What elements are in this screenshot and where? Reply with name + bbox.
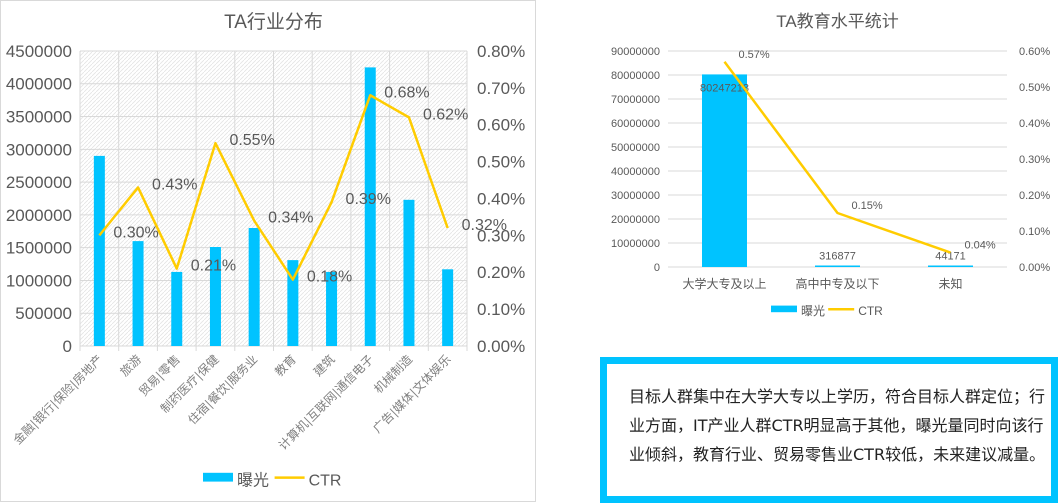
y2-axis-tick-label: 0.50% — [477, 153, 525, 172]
y-axis-tick-label: 70000000 — [611, 94, 660, 106]
ctr-data-label: 0.32% — [462, 217, 507, 234]
y2-axis-tick-label: 0.20% — [1019, 190, 1050, 202]
ctr-data-label: 0.15% — [852, 200, 883, 212]
x-axis-category-label: 未知 — [938, 277, 962, 291]
bar-data-label: 80247218 — [700, 82, 749, 94]
legend-exposure-label: 曝光 — [801, 304, 825, 318]
ctr-line — [98, 94, 449, 281]
education-level-chart: TA教育水平统计 0 10000000 20000000 30000000 4000000… — [611, 12, 1050, 318]
legend-ctr-label: CTR — [309, 473, 342, 490]
bar-exposure — [171, 271, 183, 346]
ctr-data-label: 0.68% — [384, 84, 429, 101]
y-axis-tick-label: 2000000 — [6, 206, 72, 225]
y-axis-tick-label: 500000 — [15, 304, 72, 323]
y-axis-tick-label: 60000000 — [611, 118, 660, 130]
bar-exposure — [248, 228, 260, 346]
conclusion-textbox[interactable]: 目标人群集中在大学大专以上学历，符合目标人群定位；行业方面，IT产业人群CTR明… — [600, 357, 1058, 503]
y2-axis-tick-label: 0.80% — [477, 42, 525, 61]
chart-title: TA行业分布 — [224, 11, 323, 33]
ctr-data-label: 0.62% — [423, 106, 468, 123]
bar-exposure — [702, 74, 747, 267]
y-axis-tick-label: 3500000 — [6, 108, 72, 127]
y2-axis-tick-label: 0.40% — [477, 189, 525, 208]
x-axis-category-label: 金融|银行|保险|房地产 — [10, 352, 106, 448]
bar-data-label: 316877 — [819, 251, 856, 263]
bar-exposure — [442, 269, 454, 346]
ctr-data-label: 0.39% — [346, 191, 391, 208]
bar-exposure — [93, 155, 105, 346]
y2-axis-tick-label: 0.60% — [477, 116, 525, 135]
ctr-data-label: 0.04% — [965, 240, 996, 252]
bar-data-label: 44171 — [935, 251, 966, 263]
y-axis-tick-label: 90000000 — [611, 46, 660, 58]
bar-exposure — [132, 241, 144, 346]
industry-chart-panel — [0, 0, 536, 502]
y2-axis-tick-label: 0.60% — [1019, 46, 1050, 58]
y-axis-tick-label: 3000000 — [6, 140, 72, 159]
x-axis-category-label: 大学大专及以上 — [682, 276, 766, 291]
ctr-data-label: 0.21% — [191, 258, 236, 275]
y2-axis-tick-label: 0.70% — [477, 79, 525, 98]
x-axis-category-label: 建筑 — [310, 352, 338, 380]
y2-axis-tick-label: 0.20% — [477, 263, 525, 282]
bar-exposure — [209, 247, 221, 346]
y2-axis-tick-label: 0.10% — [1019, 226, 1050, 238]
y-axis-tick-label: 10000000 — [611, 238, 660, 250]
legend-exposure-label: 曝光 — [237, 472, 269, 490]
y-axis-tick-label: 1500000 — [6, 239, 72, 258]
ctr-data-label: 0.57% — [739, 49, 770, 61]
ctr-line — [723, 61, 951, 254]
legend-ctr-label: CTR — [858, 304, 883, 318]
legend-exposure-swatch — [771, 305, 797, 313]
industry-distribution-chart: TA行业分布 0 500000 1000000 1500000 2000000 250000… — [6, 11, 525, 490]
ctr-data-label: 0.34% — [268, 210, 313, 227]
y-axis-tick-label: 4500000 — [6, 42, 72, 61]
y-axis-tick-label: 80000000 — [611, 70, 660, 82]
conclusion-text: 目标人群集中在大学大专以上学历，符合目标人群定位；行业方面，IT产业人群CTR明… — [629, 387, 1046, 464]
y-axis-tick-label: 0 — [654, 262, 660, 274]
bar-exposure — [928, 265, 973, 267]
x-axis-category-label: 高中中专及以下 — [795, 276, 879, 291]
y-axis-tick-label: 0 — [63, 337, 72, 356]
y2-axis-tick-label: 0.50% — [1019, 82, 1050, 94]
x-axis-category-label: 住宿|餐饮|服务业 — [185, 352, 261, 428]
bar-exposure — [287, 260, 299, 346]
y2-axis-tick-label: 0.10% — [477, 300, 525, 319]
bar-exposure — [403, 199, 415, 346]
y-axis-tick-label: 50000000 — [611, 142, 660, 154]
y2-axis-tick-label: 0.40% — [1019, 118, 1050, 130]
bar-exposure — [364, 67, 376, 346]
y-axis-tick-label: 2500000 — [6, 173, 72, 192]
bar-exposure — [815, 265, 860, 267]
ctr-data-label: 0.43% — [152, 176, 197, 193]
y2-axis-tick-label: 0.30% — [1019, 154, 1050, 166]
y-axis-tick-label: 30000000 — [611, 190, 660, 202]
y-axis-tick-label: 4000000 — [6, 75, 72, 94]
ctr-data-label: 0.55% — [229, 132, 274, 149]
ctr-data-label: 0.18% — [307, 269, 352, 286]
x-axis-category-label: 教育 — [271, 352, 299, 380]
legend-exposure-swatch — [203, 472, 233, 482]
y2-axis-tick-label: 0.00% — [1019, 262, 1050, 274]
y2-axis-tick-label: 0.30% — [477, 226, 525, 245]
ctr-data-label: 0.30% — [113, 224, 158, 241]
x-axis-category-label: 旅游 — [117, 352, 144, 379]
y-axis-tick-label: 40000000 — [611, 166, 660, 178]
chart-title: TA教育水平统计 — [776, 12, 898, 31]
y2-axis-tick-label: 0.00% — [477, 337, 525, 356]
y-axis-tick-label: 20000000 — [611, 214, 660, 226]
bar-exposure — [326, 271, 338, 346]
y-axis-tick-label: 1000000 — [6, 271, 72, 290]
